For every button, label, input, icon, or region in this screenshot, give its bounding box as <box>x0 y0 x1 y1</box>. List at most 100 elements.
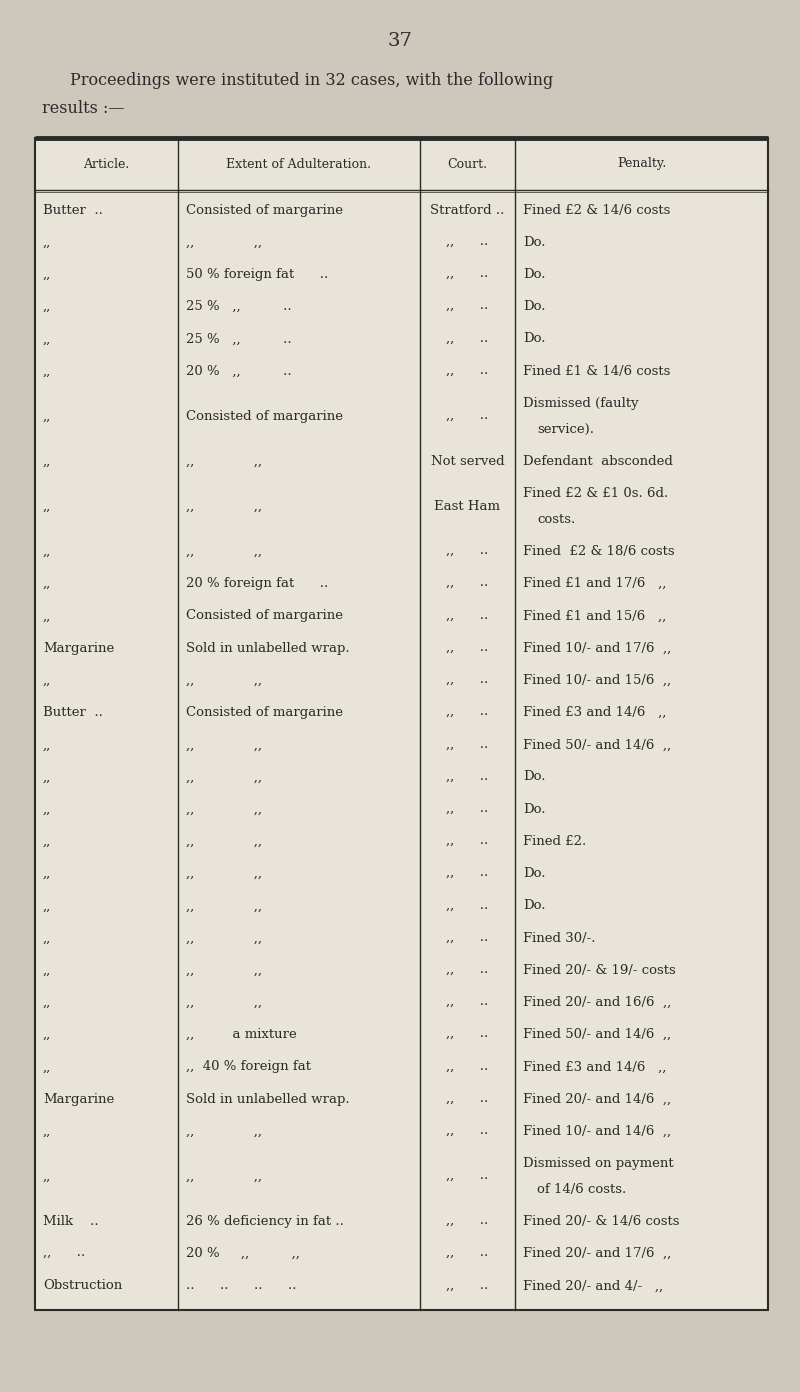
Text: ,,: ,, <box>43 1169 51 1183</box>
Text: Fined £1 & 14/6 costs: Fined £1 & 14/6 costs <box>523 365 670 377</box>
Text: ,,      ..: ,, .. <box>446 1169 489 1183</box>
Text: Consisted of margarine: Consisted of margarine <box>186 409 343 423</box>
Text: Fined 10/- and 17/6  ,,: Fined 10/- and 17/6 ,, <box>523 642 671 654</box>
Text: ,,: ,, <box>43 674 51 686</box>
Text: Consisted of margarine: Consisted of margarine <box>186 706 343 720</box>
Text: ,,: ,, <box>43 235 51 249</box>
Text: ,,: ,, <box>43 771 51 784</box>
Text: Article.: Article. <box>83 157 130 170</box>
Text: costs.: costs. <box>537 512 575 526</box>
Text: ,,              ,,: ,, ,, <box>186 995 262 1009</box>
Text: ,,: ,, <box>43 578 51 590</box>
Text: ,,: ,, <box>43 610 51 622</box>
Text: service).: service). <box>537 423 594 436</box>
Text: Fined 20/- & 14/6 costs: Fined 20/- & 14/6 costs <box>523 1215 680 1228</box>
Text: ,,              ,,: ,, ,, <box>186 235 262 249</box>
Text: Butter  ..: Butter .. <box>43 203 103 217</box>
Text: ,,              ,,: ,, ,, <box>186 546 262 558</box>
Text: Fined 10/- and 15/6  ,,: Fined 10/- and 15/6 ,, <box>523 674 671 686</box>
Text: ,,      ..: ,, .. <box>446 365 489 377</box>
Text: Sold in unlabelled wrap.: Sold in unlabelled wrap. <box>186 1093 350 1105</box>
Text: Fined £3 and 14/6   ,,: Fined £3 and 14/6 ,, <box>523 706 666 720</box>
Text: Penalty.: Penalty. <box>617 157 666 170</box>
Text: Defendant  absconded: Defendant absconded <box>523 455 673 468</box>
Text: Fined  £2 & 18/6 costs: Fined £2 & 18/6 costs <box>523 546 674 558</box>
Text: ,,: ,, <box>43 867 51 880</box>
Text: ,,: ,, <box>43 835 51 848</box>
Text: 20 %     ,,          ,,: 20 % ,, ,, <box>186 1247 300 1260</box>
Text: ,,      ..: ,, .. <box>446 835 489 848</box>
Text: ,,      ..: ,, .. <box>446 867 489 880</box>
Text: Margarine: Margarine <box>43 1093 114 1105</box>
Text: ,,: ,, <box>43 409 51 423</box>
Text: Do.: Do. <box>523 867 546 880</box>
Text: ,,      ..: ,, .. <box>446 610 489 622</box>
Text: ,,      ..: ,, .. <box>446 1029 489 1041</box>
Text: ,,              ,,: ,, ,, <box>186 963 262 977</box>
Text: Fined £3 and 14/6   ,,: Fined £3 and 14/6 ,, <box>523 1061 666 1073</box>
Text: ,,      ..: ,, .. <box>446 409 489 423</box>
Text: Margarine: Margarine <box>43 642 114 654</box>
Text: Fined £1 and 15/6   ,,: Fined £1 and 15/6 ,, <box>523 610 666 622</box>
Text: ,,      ..: ,, .. <box>446 674 489 686</box>
Text: ,,      ..: ,, .. <box>446 931 489 945</box>
Text: ,,      ..: ,, .. <box>446 333 489 345</box>
Text: Do.: Do. <box>523 899 546 912</box>
Text: of 14/6 costs.: of 14/6 costs. <box>537 1183 626 1196</box>
Text: ,,  40 % foreign fat: ,, 40 % foreign fat <box>186 1061 311 1073</box>
Text: ,,: ,, <box>43 963 51 977</box>
Text: ,,: ,, <box>43 365 51 377</box>
Text: ,,      ..: ,, .. <box>446 803 489 816</box>
Text: ,,              ,,: ,, ,, <box>186 899 262 912</box>
Text: ,,              ,,: ,, ,, <box>186 500 262 512</box>
Text: Fined 10/- and 14/6  ,,: Fined 10/- and 14/6 ,, <box>523 1125 671 1137</box>
Text: ,,              ,,: ,, ,, <box>186 674 262 686</box>
Text: ..      ..      ..      ..: .. .. .. .. <box>186 1279 297 1292</box>
Text: ,,      ..: ,, .. <box>446 706 489 720</box>
Text: ,,      ..: ,, .. <box>446 642 489 654</box>
Text: Fined 50/- and 14/6  ,,: Fined 50/- and 14/6 ,, <box>523 1029 671 1041</box>
Text: ,,: ,, <box>43 899 51 912</box>
Text: 50 % foreign fat      ..: 50 % foreign fat .. <box>186 269 328 281</box>
Text: Do.: Do. <box>523 803 546 816</box>
Text: ,,      ..: ,, .. <box>446 269 489 281</box>
Text: ,,      ..: ,, .. <box>43 1247 86 1260</box>
Text: Court.: Court. <box>447 157 487 170</box>
Text: ,,: ,, <box>43 546 51 558</box>
Text: Fined 20/- and 14/6  ,,: Fined 20/- and 14/6 ,, <box>523 1093 671 1105</box>
Text: ,,              ,,: ,, ,, <box>186 867 262 880</box>
Text: Obstruction: Obstruction <box>43 1279 122 1292</box>
Text: Do.: Do. <box>523 333 546 345</box>
Text: Fined £2 & £1 0s. 6d.: Fined £2 & £1 0s. 6d. <box>523 487 668 500</box>
Text: ,,      ..: ,, .. <box>446 899 489 912</box>
Text: Do.: Do. <box>523 301 546 313</box>
Text: Proceedings were instituted in 32 cases, with the following: Proceedings were instituted in 32 cases,… <box>70 72 554 89</box>
Text: Stratford ..: Stratford .. <box>430 203 505 217</box>
Text: Fined 20/- and 4/-   ,,: Fined 20/- and 4/- ,, <box>523 1279 663 1292</box>
Text: results :—: results :— <box>42 100 125 117</box>
Text: Fined 20/- and 17/6  ,,: Fined 20/- and 17/6 ,, <box>523 1247 671 1260</box>
Text: Extent of Adulteration.: Extent of Adulteration. <box>226 157 371 170</box>
Text: Fined 30/-.: Fined 30/-. <box>523 931 596 945</box>
Text: ,,      ..: ,, .. <box>446 546 489 558</box>
Text: ,,: ,, <box>43 455 51 468</box>
Text: ,,: ,, <box>43 301 51 313</box>
Text: 20 %   ,,          ..: 20 % ,, .. <box>186 365 291 377</box>
Text: ,,      ..: ,, .. <box>446 1247 489 1260</box>
Text: ,,: ,, <box>43 931 51 945</box>
Text: 26 % deficiency in fat ..: 26 % deficiency in fat .. <box>186 1215 344 1228</box>
Text: Fined 20/- & 19/- costs: Fined 20/- & 19/- costs <box>523 963 676 977</box>
Text: ,,: ,, <box>43 500 51 512</box>
Text: ,,              ,,: ,, ,, <box>186 771 262 784</box>
Text: ,,         a mixture: ,, a mixture <box>186 1029 297 1041</box>
Text: ,,      ..: ,, .. <box>446 1125 489 1137</box>
Text: ,,              ,,: ,, ,, <box>186 1169 262 1183</box>
Text: 37: 37 <box>387 32 413 50</box>
Text: ,,: ,, <box>43 269 51 281</box>
Text: ,,      ..: ,, .. <box>446 1061 489 1073</box>
Text: Do.: Do. <box>523 269 546 281</box>
Text: Sold in unlabelled wrap.: Sold in unlabelled wrap. <box>186 642 350 654</box>
Text: Milk    ..: Milk .. <box>43 1215 98 1228</box>
Text: ,,      ..: ,, .. <box>446 995 489 1009</box>
Text: ,,      ..: ,, .. <box>446 301 489 313</box>
